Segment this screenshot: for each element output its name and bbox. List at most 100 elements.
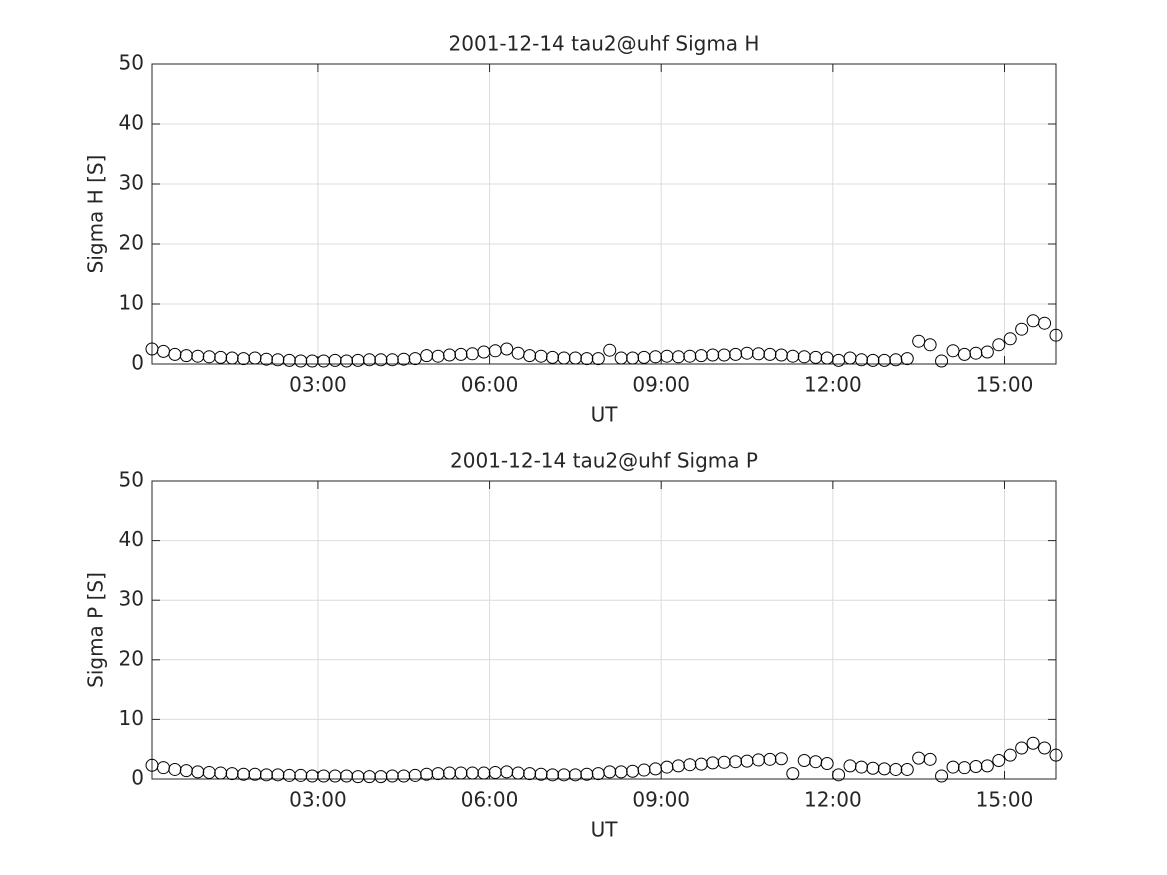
marker <box>717 348 731 362</box>
marker <box>362 353 376 367</box>
marker <box>763 347 777 361</box>
marker <box>866 761 880 775</box>
marker <box>751 753 765 767</box>
chart-title: 2001-12-14 tau2@uhf Sigma H <box>449 32 760 56</box>
marker <box>523 767 537 781</box>
marker <box>443 348 457 362</box>
marker <box>866 353 880 367</box>
marker <box>557 768 571 782</box>
marker <box>935 769 949 783</box>
marker <box>946 344 960 358</box>
plot-frame <box>151 480 1057 780</box>
marker <box>454 766 468 780</box>
y-tick-label: 50 <box>119 51 144 75</box>
marker <box>202 350 216 364</box>
marker <box>225 351 239 365</box>
marker <box>706 348 720 362</box>
x-axis-label: UT <box>591 818 619 842</box>
marker <box>1049 748 1063 762</box>
marker <box>706 756 720 770</box>
marker <box>614 765 628 779</box>
x-tick-label: 15:00 <box>976 373 1034 397</box>
marker <box>969 759 983 773</box>
y-tick-label: 20 <box>119 646 144 670</box>
x-tick-label: 09:00 <box>632 788 690 812</box>
marker <box>992 338 1006 352</box>
marker <box>797 350 811 364</box>
marker <box>328 353 342 367</box>
y-tick-label: 20 <box>119 231 144 255</box>
marker <box>980 759 994 773</box>
x-tick-label: 03:00 <box>289 788 347 812</box>
marker <box>603 765 617 779</box>
marker <box>832 768 846 782</box>
marker <box>340 769 354 783</box>
marker <box>259 768 273 782</box>
marker <box>557 351 571 365</box>
marker <box>259 352 273 366</box>
y-tick-label: 10 <box>119 291 144 315</box>
marker <box>614 351 628 365</box>
marker <box>1038 741 1052 755</box>
x-tick-label: 03:00 <box>289 373 347 397</box>
marker <box>282 768 296 782</box>
marker <box>374 770 388 784</box>
marker <box>648 350 662 364</box>
x-tick-label: 12:00 <box>804 788 862 812</box>
marker <box>340 354 354 368</box>
marker <box>729 755 743 769</box>
marker <box>523 349 537 363</box>
marker <box>351 353 365 367</box>
y-tick-label: 30 <box>119 587 144 611</box>
y-tick-label: 30 <box>119 171 144 195</box>
x-tick-label: 12:00 <box>804 373 862 397</box>
marker <box>626 351 640 365</box>
marker <box>546 768 560 782</box>
marker <box>1038 316 1052 330</box>
marker <box>763 752 777 766</box>
marker <box>900 762 914 776</box>
marker <box>237 352 251 366</box>
marker <box>935 354 949 368</box>
marker <box>179 349 193 363</box>
y-tick-label: 40 <box>119 527 144 551</box>
y-tick-label: 10 <box>119 706 144 730</box>
marker <box>591 352 605 366</box>
marker <box>397 352 411 366</box>
marker <box>660 349 674 363</box>
marker <box>248 767 262 781</box>
marker <box>294 354 308 368</box>
marker <box>637 350 651 364</box>
marker <box>683 758 697 772</box>
x-tick-label: 06:00 <box>461 788 519 812</box>
y-axis-label: Sigma P [S] <box>84 572 108 688</box>
marker <box>694 349 708 363</box>
marker <box>305 769 319 783</box>
marker <box>683 349 697 363</box>
plot-area <box>152 481 1056 779</box>
marker <box>786 767 800 781</box>
marker <box>740 346 754 360</box>
marker <box>397 769 411 783</box>
marker <box>374 353 388 367</box>
marker <box>1026 736 1040 750</box>
plot-area <box>152 64 1056 364</box>
marker <box>889 762 903 776</box>
marker <box>385 769 399 783</box>
marker <box>900 352 914 366</box>
marker <box>1003 748 1017 762</box>
marker <box>225 767 239 781</box>
marker <box>912 334 926 348</box>
x-axis-label: UT <box>591 403 619 427</box>
marker <box>202 765 216 779</box>
marker <box>568 768 582 782</box>
marker <box>1049 328 1063 342</box>
marker <box>328 769 342 783</box>
marker <box>317 354 331 368</box>
marker <box>786 349 800 363</box>
marker <box>568 351 582 365</box>
plot-frame <box>151 63 1057 365</box>
marker <box>477 766 491 780</box>
marker <box>1003 332 1017 346</box>
